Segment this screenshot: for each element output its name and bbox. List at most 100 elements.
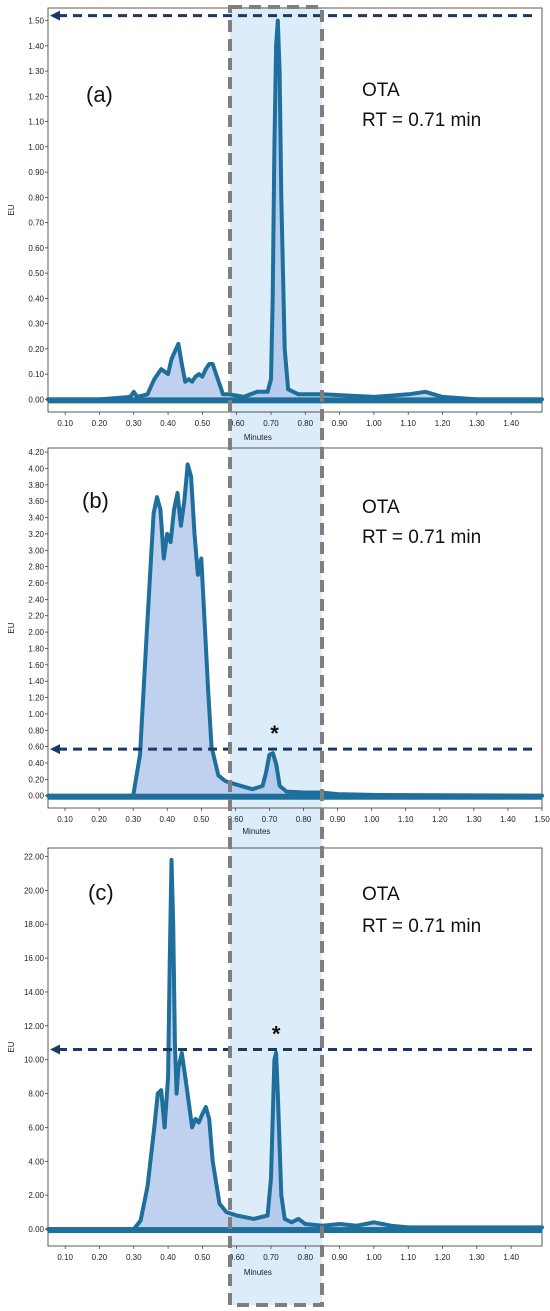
y-tick-label: 0.00	[28, 395, 44, 404]
retention-time-label: RT = 0.71 min	[362, 527, 481, 548]
y-axis-title: EU	[7, 204, 16, 215]
x-tick-label: 0.30	[125, 815, 141, 824]
y-tick-label: 2.20	[28, 612, 44, 621]
y-tick-label: 0.70	[28, 219, 44, 228]
y-axis-title: EU	[7, 1041, 16, 1052]
y-axis-title: EU	[7, 622, 16, 633]
x-tick-label: 0.80	[296, 815, 312, 824]
y-tick-label: 3.60	[28, 497, 44, 506]
x-tick-label: 1.10	[398, 815, 414, 824]
retention-time-label: RT = 0.71 min	[362, 916, 481, 937]
arrow-head-icon	[50, 10, 60, 21]
y-tick-label: 16.00	[24, 954, 45, 963]
x-tick-label: 0.50	[194, 815, 210, 824]
plot-frame	[47, 847, 543, 1247]
x-tick-label: 0.70	[263, 1253, 279, 1262]
chromatogram-trace	[46, 857, 544, 1232]
x-tick-label: 1.40	[503, 419, 519, 428]
x-tick-label: 1.20	[435, 1253, 451, 1262]
y-tick-label: 1.00	[28, 143, 44, 152]
panel-label: (c)	[88, 880, 114, 905]
y-tick-label: 0.40	[28, 759, 44, 768]
peak-marker: *	[272, 1022, 281, 1047]
compound-label: OTA	[362, 80, 400, 101]
y-tick-label: 0.00	[28, 1225, 44, 1234]
chromatogram-trace	[46, 18, 544, 402]
x-tick-label: 0.20	[92, 1253, 108, 1262]
x-tick-label: 1.00	[366, 419, 382, 428]
y-tick-label: 1.40	[28, 42, 44, 51]
y-tick-label: 14.00	[24, 988, 45, 997]
x-tick-label: 0.70	[262, 815, 278, 824]
compound-label: OTA	[362, 884, 400, 905]
x-axis-title: Minutes	[242, 827, 270, 836]
x-tick-label: 1.00	[364, 815, 380, 824]
x-tick-label: 0.60	[229, 419, 245, 428]
y-tick-label: 1.10	[28, 118, 44, 127]
x-tick-label: 0.40	[159, 815, 175, 824]
peak-marker: *	[270, 721, 279, 746]
x-tick-label: 0.10	[57, 815, 73, 824]
y-tick-label: 0.80	[28, 193, 44, 202]
chromatogram-trace	[46, 462, 544, 798]
retention-time-label: RT = 0.71 min	[362, 110, 481, 131]
y-tick-label: 6.00	[28, 1123, 44, 1132]
chart-panel-b: 0.00 0.20 0.40 0.60 0.80 1.00 1.20 1.40 1.60 1.80…	[7, 447, 550, 836]
y-tick-label: 4.20	[28, 448, 44, 457]
panel-label: (a)	[86, 82, 113, 107]
y-tick-label: 0.10	[28, 370, 44, 379]
x-tick-label: 0.90	[332, 419, 348, 428]
y-tick-label: 1.30	[28, 67, 44, 76]
x-tick-label: 1.30	[469, 1253, 485, 1262]
y-tick-label: 20.00	[24, 886, 45, 895]
x-tick-label: 0.90	[332, 1253, 348, 1262]
y-tick-label: 2.60	[28, 579, 44, 588]
y-tick-label: 3.00	[28, 546, 44, 555]
plot-frame	[47, 447, 543, 809]
x-tick-label: 0.80	[298, 1253, 314, 1262]
arrow-head-icon	[50, 1044, 60, 1055]
y-tick-label: 2.40	[28, 595, 44, 604]
y-tick-label: 4.00	[28, 464, 44, 473]
y-tick-label: 0.80	[28, 726, 44, 735]
x-tick-label: 0.10	[57, 419, 73, 428]
y-tick-label: 0.20	[28, 345, 44, 354]
y-tick-label: 2.00	[28, 1191, 44, 1200]
x-tick-label: 0.90	[330, 815, 346, 824]
retention-window-dashed-box	[228, 5, 324, 1307]
y-tick-label: 22.00	[24, 852, 45, 861]
x-tick-label: 0.60	[229, 1253, 245, 1262]
x-tick-label: 0.30	[126, 1253, 142, 1262]
x-tick-label: 0.50	[195, 419, 211, 428]
y-tick-label: 0.00	[28, 792, 44, 801]
y-tick-label: 2.00	[28, 628, 44, 637]
x-tick-label: 0.70	[263, 419, 279, 428]
y-tick-label: 10.00	[24, 1056, 45, 1065]
y-tick-label: 1.00	[28, 710, 44, 719]
y-tick-label: 8.00	[28, 1090, 44, 1099]
y-tick-label: 4.00	[28, 1157, 44, 1166]
baseline-band	[48, 793, 542, 800]
y-tick-label: 3.20	[28, 530, 44, 539]
retention-window-outline	[228, 5, 324, 1307]
y-tick-label: 1.20	[28, 92, 44, 101]
x-tick-label: 1.20	[435, 419, 451, 428]
y-tick-label: 12.00	[24, 1022, 45, 1031]
y-tick-label: 0.60	[28, 244, 44, 253]
x-tick-label: 0.20	[91, 815, 107, 824]
x-tick-label: 1.30	[469, 419, 485, 428]
y-tick-label: 1.80	[28, 644, 44, 653]
compound-label: OTA	[362, 497, 400, 518]
x-tick-label: 0.50	[195, 1253, 211, 1262]
panel-label: (b)	[82, 488, 109, 513]
y-tick-label: 0.40	[28, 294, 44, 303]
y-tick-label: 1.20	[28, 694, 44, 703]
y-tick-label: 0.20	[28, 775, 44, 784]
x-tick-label: 0.10	[57, 1253, 73, 1262]
x-tick-label: 1.20	[432, 815, 448, 824]
x-tick-label: 1.30	[466, 815, 482, 824]
y-tick-label: 0.50	[28, 269, 44, 278]
chart-panel-c: 0.00 2.00 4.00 6.00 8.00 10.00 12.00 14.00 16.00…	[7, 847, 544, 1277]
x-tick-label: 1.10	[400, 419, 416, 428]
